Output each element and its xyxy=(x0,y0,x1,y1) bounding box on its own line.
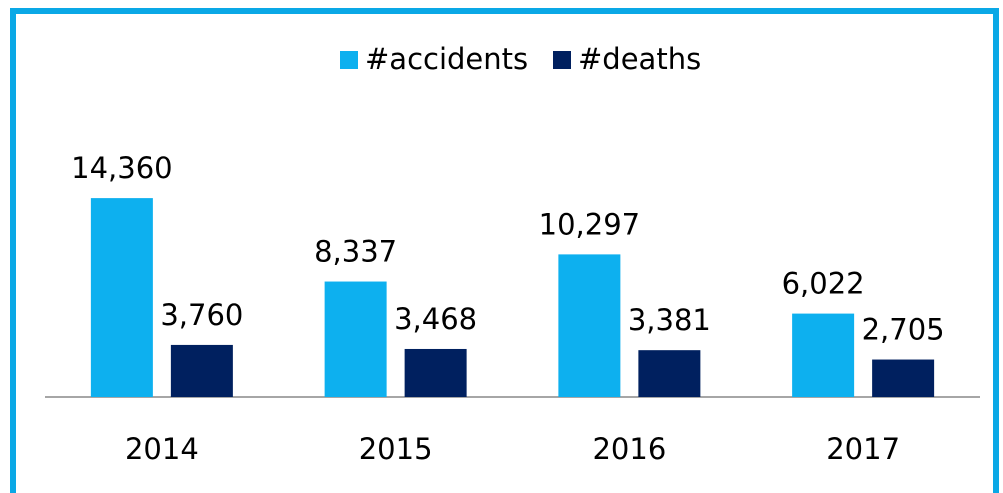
data-label: 8,337 xyxy=(314,235,397,269)
bar xyxy=(90,198,153,397)
bar xyxy=(324,281,387,397)
data-label: 3,468 xyxy=(394,302,477,336)
bar xyxy=(404,348,467,397)
data-label: 14,360 xyxy=(71,151,172,185)
x-tick-label: 2017 xyxy=(826,432,900,466)
data-label: 2,705 xyxy=(862,313,945,347)
bar xyxy=(170,344,233,397)
legend-swatch xyxy=(553,51,571,69)
data-label: 3,381 xyxy=(628,303,711,337)
legend-label: #deaths xyxy=(578,42,701,76)
data-label: 10,297 xyxy=(539,207,640,241)
x-tick-label: 2016 xyxy=(592,432,666,466)
bar xyxy=(872,359,935,397)
x-tick-label: 2015 xyxy=(359,432,433,466)
data-label: 3,760 xyxy=(160,298,243,332)
frame xyxy=(10,8,999,493)
bar xyxy=(558,254,621,397)
bar xyxy=(638,350,701,397)
bar xyxy=(792,313,855,397)
data-label: 6,022 xyxy=(782,267,865,301)
legend-label: #accidents xyxy=(365,42,528,76)
x-tick-label: 2014 xyxy=(125,432,199,466)
legend-swatch xyxy=(340,51,358,69)
